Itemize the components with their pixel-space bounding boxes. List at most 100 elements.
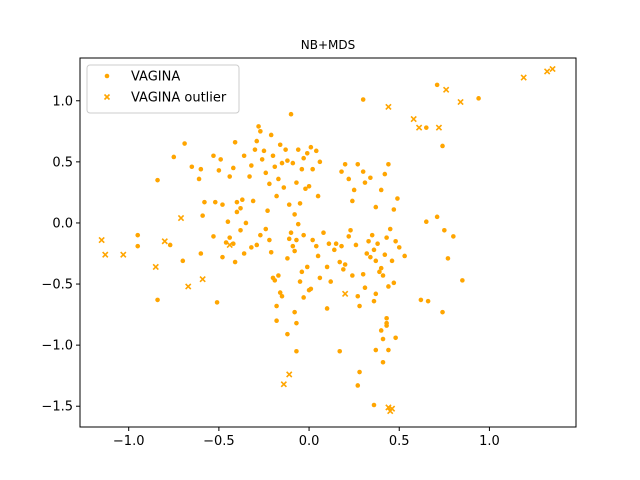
data-point: [380, 336, 386, 342]
data-point: [240, 197, 245, 203]
data-point: [214, 300, 220, 305]
data-point: [254, 138, 260, 144]
data-point: [286, 236, 292, 242]
data-point: [382, 252, 388, 258]
outlier-point: [98, 236, 105, 244]
axes-frame: [79, 57, 577, 428]
data-point: [324, 306, 330, 311]
data-point: [418, 297, 424, 303]
data-point: [378, 265, 384, 271]
data-point: [350, 273, 355, 278]
x-tick-label: 0.5: [389, 434, 410, 449]
outlier-point: [415, 124, 423, 131]
outlier-point: [385, 103, 392, 111]
data-point: [373, 204, 379, 210]
outlier-point: [185, 283, 192, 290]
data-point: [337, 348, 343, 354]
data-point: [369, 232, 375, 238]
data-point: [267, 181, 272, 187]
data-point: [440, 309, 445, 315]
data-point: [276, 176, 281, 182]
data-point: [313, 148, 319, 154]
data-point: [290, 243, 296, 249]
data-point: [258, 129, 263, 134]
data-point: [306, 183, 312, 189]
data-point: [310, 166, 315, 172]
x-tick-label: 0.0: [299, 434, 320, 449]
outlier-point: [457, 98, 464, 106]
data-point: [434, 82, 440, 88]
data-point: [279, 293, 285, 299]
data-point: [366, 238, 371, 244]
data-point: [285, 158, 290, 163]
data-point: [384, 315, 389, 321]
data-point: [182, 141, 187, 146]
data-point: [339, 243, 344, 249]
data-point: [135, 232, 141, 238]
data-point: [292, 248, 297, 254]
data-point: [350, 198, 355, 204]
data-point: [218, 157, 223, 162]
legend-box: [86, 64, 240, 114]
y-tick-label: −1.5: [41, 400, 73, 415]
data-point: [445, 256, 451, 261]
data-point: [286, 202, 292, 207]
data-point: [254, 242, 260, 248]
data-point: [442, 227, 447, 233]
data-point: [423, 219, 429, 225]
data-point: [303, 186, 308, 192]
outlier-point: [543, 68, 551, 75]
data-point: [476, 96, 481, 101]
data-point: [196, 176, 202, 182]
data-point: [198, 166, 204, 172]
data-point: [425, 298, 431, 304]
x-tick-label: −1.0: [113, 434, 145, 449]
data-point: [198, 251, 204, 256]
data-point: [321, 230, 326, 236]
data-point: [377, 269, 382, 275]
outlier-point: [102, 251, 109, 258]
outlier-point: [226, 241, 233, 249]
data-point: [357, 369, 362, 375]
outlier-point: [177, 214, 185, 222]
data-point: [294, 348, 299, 354]
data-point: [387, 226, 393, 232]
outlier-point: [120, 251, 127, 258]
data-point: [360, 169, 366, 174]
outlier-point: [152, 263, 159, 271]
data-point: [317, 275, 323, 281]
data-point: [292, 309, 297, 315]
data-point: [238, 227, 243, 233]
data-point: [346, 176, 352, 182]
data-point: [386, 284, 391, 289]
outlier-point: [410, 115, 417, 123]
data-point: [274, 318, 279, 323]
data-point: [346, 234, 352, 239]
data-point: [299, 166, 305, 172]
outlier-point: [280, 381, 287, 388]
data-point: [355, 162, 361, 167]
data-point: [306, 287, 312, 293]
data-point: [360, 271, 366, 277]
outlier-point: [286, 371, 293, 378]
data-point: [337, 259, 343, 265]
data-point: [288, 230, 294, 236]
data-point: [373, 258, 379, 264]
data-point: [342, 162, 348, 167]
data-point: [328, 279, 334, 284]
data-point: [297, 201, 303, 206]
data-point: [402, 253, 407, 259]
data-point: [389, 258, 395, 264]
data-point: [265, 208, 270, 214]
legend-marker-x: [103, 93, 111, 101]
data-point: [171, 154, 177, 160]
data-point: [333, 241, 339, 247]
data-point: [353, 242, 359, 248]
legend-marker-circle: [104, 73, 110, 79]
data-point: [256, 124, 261, 129]
data-point: [380, 273, 386, 278]
data-point: [283, 147, 288, 152]
data-point: [263, 170, 269, 176]
data-point: [223, 240, 229, 245]
data-point: [371, 298, 377, 304]
